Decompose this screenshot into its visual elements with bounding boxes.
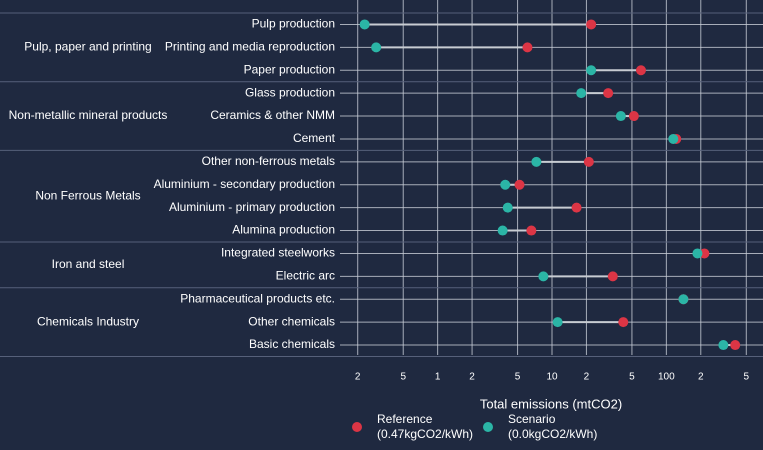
category-label: Basic chemicals — [249, 337, 335, 351]
point — [718, 340, 729, 351]
category-label: Aluminium - primary production — [169, 200, 335, 214]
category-label: Paper production — [244, 62, 335, 76]
category-label: Ceramics & other NMM — [210, 108, 335, 122]
legend-label: Reference (0.47kgCO2/kWh) — [377, 412, 473, 441]
x-tick-label: 2 — [698, 372, 704, 383]
category-label: Other non-ferrous metals — [202, 154, 335, 168]
point — [618, 317, 629, 328]
point — [497, 225, 508, 236]
point — [699, 248, 710, 259]
category-label: Other chemicals — [248, 314, 335, 328]
category-label: Pulp production — [252, 17, 335, 31]
point — [571, 202, 582, 213]
x-tick-label: 2 — [469, 372, 475, 383]
category-label: Aluminium - secondary production — [154, 177, 335, 191]
point — [359, 19, 370, 30]
point — [586, 65, 597, 76]
point — [678, 294, 689, 305]
point — [730, 340, 741, 351]
x-tick-label: 100 — [658, 372, 675, 383]
x-tick-label: 2 — [584, 372, 590, 383]
category-label: Pharmaceutical products etc. — [180, 291, 335, 305]
category-label: Alumina production — [232, 223, 335, 237]
point — [615, 111, 626, 122]
legend-marker — [352, 422, 362, 432]
point — [538, 271, 549, 282]
point — [607, 271, 618, 282]
group-label: Pulp, paper and printing — [24, 40, 151, 54]
point — [576, 88, 587, 99]
group-label: Non Ferrous Metals — [35, 188, 140, 202]
point — [603, 88, 614, 99]
point — [526, 225, 537, 236]
x-tick-label: 5 — [400, 372, 406, 383]
category-label: Integrated steelworks — [221, 246, 335, 260]
point — [552, 317, 563, 328]
x-axis-title: Total emissions (mtCO2) — [480, 396, 622, 411]
group-label: Non-metallic mineral products — [9, 108, 168, 122]
x-tick-label: 5 — [744, 372, 750, 383]
point — [668, 133, 679, 144]
legend-marker — [483, 422, 493, 432]
group-label: Chemicals Industry — [37, 314, 139, 328]
point — [586, 19, 597, 30]
category-label: Glass production — [245, 85, 335, 99]
point — [502, 202, 513, 213]
point — [628, 111, 639, 122]
category-label: Electric arc — [276, 269, 335, 283]
legend-label-line: Reference — [377, 412, 436, 426]
category-label: Cement — [293, 131, 336, 145]
point — [692, 248, 703, 259]
legend-label: Scenario (0.0kgCO2/kWh) — [508, 412, 597, 441]
point — [371, 42, 382, 53]
point — [635, 65, 646, 76]
point — [522, 42, 533, 53]
point — [500, 179, 511, 190]
x-tick-label: 10 — [546, 372, 558, 383]
x-tick-label: 5 — [515, 372, 521, 383]
point — [583, 156, 594, 167]
x-tick-label: 2 — [355, 372, 361, 383]
x-tick-label: 5 — [629, 372, 635, 383]
point — [531, 156, 542, 167]
category-label: Printing and media reproduction — [165, 40, 335, 54]
legend-label-line: Scenario — [508, 412, 559, 426]
group-label: Iron and steel — [52, 257, 125, 271]
point — [514, 179, 525, 190]
x-tick-label: 1 — [435, 372, 441, 383]
legend-label-line: (0.0kgCO2/kWh) — [508, 427, 597, 441]
legend-label-line: (0.47kgCO2/kWh) — [377, 427, 473, 441]
